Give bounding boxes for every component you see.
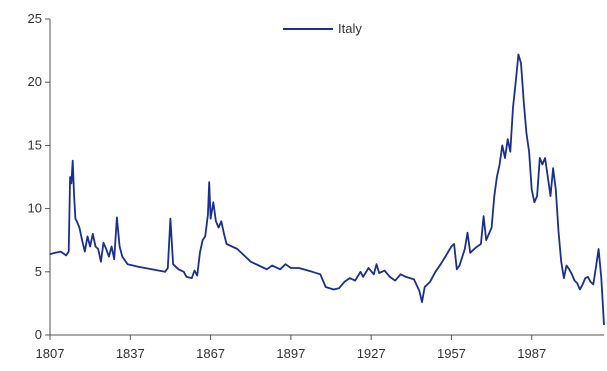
x-tick-label: 1927 xyxy=(357,346,386,361)
y-tick-label: 25 xyxy=(28,11,42,26)
y-axis: 0 5 10 15 20 25 xyxy=(28,11,51,342)
x-tick-label: 1807 xyxy=(36,346,65,361)
x-tick-label: 1867 xyxy=(196,346,225,361)
series-line-italy xyxy=(49,53,605,325)
y-tick-label: 0 xyxy=(35,327,42,342)
x-tick-label: 1957 xyxy=(437,346,466,361)
x-axis: 1807 1837 1867 1897 1927 1957 1987 xyxy=(36,334,604,361)
series-layer xyxy=(49,53,605,325)
x-tick-label: 1897 xyxy=(276,346,305,361)
x-tick-label: 1837 xyxy=(116,346,145,361)
y-tick-label: 10 xyxy=(28,201,42,216)
y-tick-label: 20 xyxy=(28,74,42,89)
legend: Italy xyxy=(283,21,362,36)
x-tick-label: 1987 xyxy=(517,346,546,361)
y-tick-label: 5 xyxy=(35,264,42,279)
y-tick-label: 15 xyxy=(28,137,42,152)
legend-label-italy: Italy xyxy=(338,21,362,36)
